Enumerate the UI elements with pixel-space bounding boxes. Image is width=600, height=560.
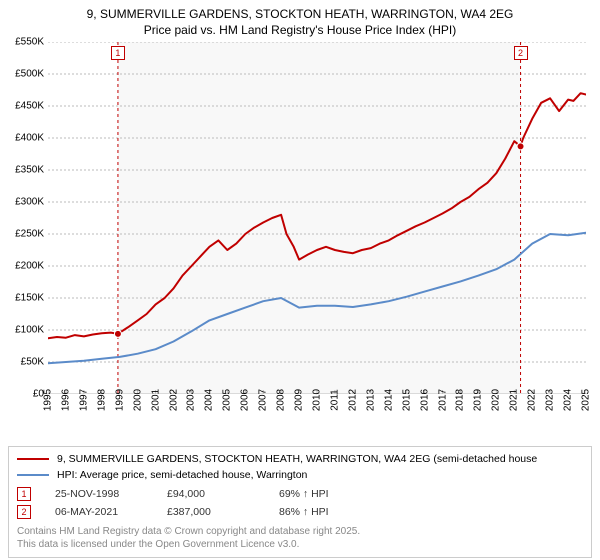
y-tick-label: £400K: [15, 133, 44, 144]
y-tick-label: £550K: [15, 37, 44, 48]
marker-date: 06-MAY-2021: [55, 506, 143, 518]
x-tick-label: 2007: [258, 389, 269, 411]
y-tick-label: £250K: [15, 229, 44, 240]
y-tick-label: £500K: [15, 69, 44, 80]
marker-hpi-diff: 69% ↑ HPI: [279, 488, 367, 500]
chart-title-block: 9, SUMMERVILLE GARDENS, STOCKTON HEATH, …: [8, 6, 592, 38]
marker-box-1: 1: [17, 487, 31, 501]
x-tick-label: 2023: [545, 389, 556, 411]
x-tick-label: 2020: [491, 389, 502, 411]
x-tick-label: 2011: [329, 390, 340, 412]
plot-marker-2: 2: [514, 46, 528, 60]
x-tick-label: 2024: [563, 389, 574, 411]
chart-footer: 9, SUMMERVILLE GARDENS, STOCKTON HEATH, …: [8, 446, 592, 558]
y-tick-label: £300K: [15, 197, 44, 208]
x-tick-label: 2019: [473, 389, 484, 411]
legend-swatch-hpi: [17, 474, 49, 476]
y-axis: £0£50K£100K£150K£200K£250K£300K£350K£400…: [8, 42, 48, 394]
legend-label-hpi: HPI: Average price, semi-detached house,…: [57, 469, 307, 481]
x-tick-label: 2006: [240, 389, 251, 411]
x-tick-label: 1995: [43, 389, 54, 411]
x-tick-label: 2001: [150, 389, 161, 411]
y-tick-label: £200K: [15, 261, 44, 272]
legend-row: HPI: Average price, semi-detached house,…: [17, 469, 583, 481]
plot-marker-1: 1: [111, 46, 125, 60]
y-tick-label: £450K: [15, 101, 44, 112]
x-tick-label: 2010: [312, 389, 323, 411]
marker-row: 2 06-MAY-2021 £387,000 86% ↑ HPI: [17, 505, 583, 519]
x-tick-label: 2000: [132, 389, 143, 411]
marker-box-2: 2: [17, 505, 31, 519]
title-line-2: Price paid vs. HM Land Registry's House …: [8, 22, 592, 38]
marker-table: 1 25-NOV-1998 £94,000 69% ↑ HPI 2 06-MAY…: [17, 487, 583, 519]
y-tick-label: £350K: [15, 165, 44, 176]
x-tick-label: 2008: [276, 389, 287, 411]
x-tick-label: 1997: [78, 389, 89, 411]
x-axis: 1995199619971998199920002001200220032004…: [48, 394, 586, 442]
y-tick-label: £50K: [21, 357, 44, 368]
x-tick-label: 2015: [401, 389, 412, 411]
marker-date: 25-NOV-1998: [55, 488, 143, 500]
marker-row: 1 25-NOV-1998 £94,000 69% ↑ HPI: [17, 487, 583, 501]
x-tick-label: 2017: [437, 389, 448, 411]
x-tick-label: 2022: [527, 389, 538, 411]
plot-area: 12: [48, 42, 586, 394]
marker-price: £94,000: [167, 488, 255, 500]
legend-label-price: 9, SUMMERVILLE GARDENS, STOCKTON HEATH, …: [57, 453, 537, 465]
y-tick-label: £100K: [15, 325, 44, 336]
copyright-line-1: Contains HM Land Registry data © Crown c…: [17, 525, 583, 538]
x-tick-label: 2014: [383, 389, 394, 411]
x-tick-label: 2012: [347, 389, 358, 411]
chart-container: 9, SUMMERVILLE GARDENS, STOCKTON HEATH, …: [0, 0, 600, 560]
y-tick-label: £150K: [15, 293, 44, 304]
x-tick-label: 2021: [509, 389, 520, 411]
x-tick-label: 2009: [294, 389, 305, 411]
x-tick-label: 1998: [96, 389, 107, 411]
legend-swatch-price: [17, 458, 49, 460]
x-tick-label: 2025: [581, 389, 592, 411]
x-tick-label: 2004: [204, 389, 215, 411]
x-tick-label: 2013: [365, 389, 376, 411]
x-tick-label: 1996: [60, 389, 71, 411]
x-tick-label: 1999: [114, 389, 125, 411]
plot-svg: [48, 42, 586, 394]
legend-row: 9, SUMMERVILLE GARDENS, STOCKTON HEATH, …: [17, 453, 583, 465]
copyright-line-2: This data is licensed under the Open Gov…: [17, 538, 583, 551]
title-line-1: 9, SUMMERVILLE GARDENS, STOCKTON HEATH, …: [8, 6, 592, 22]
x-tick-label: 2003: [186, 389, 197, 411]
x-tick-label: 2018: [455, 389, 466, 411]
x-tick-label: 2005: [222, 389, 233, 411]
x-tick-label: 2002: [168, 389, 179, 411]
x-tick-label: 2016: [419, 389, 430, 411]
marker-price: £387,000: [167, 506, 255, 518]
copyright: Contains HM Land Registry data © Crown c…: [17, 525, 583, 551]
plot-wrap: £0£50K£100K£150K£200K£250K£300K£350K£400…: [8, 42, 592, 442]
marker-hpi-diff: 86% ↑ HPI: [279, 506, 367, 518]
